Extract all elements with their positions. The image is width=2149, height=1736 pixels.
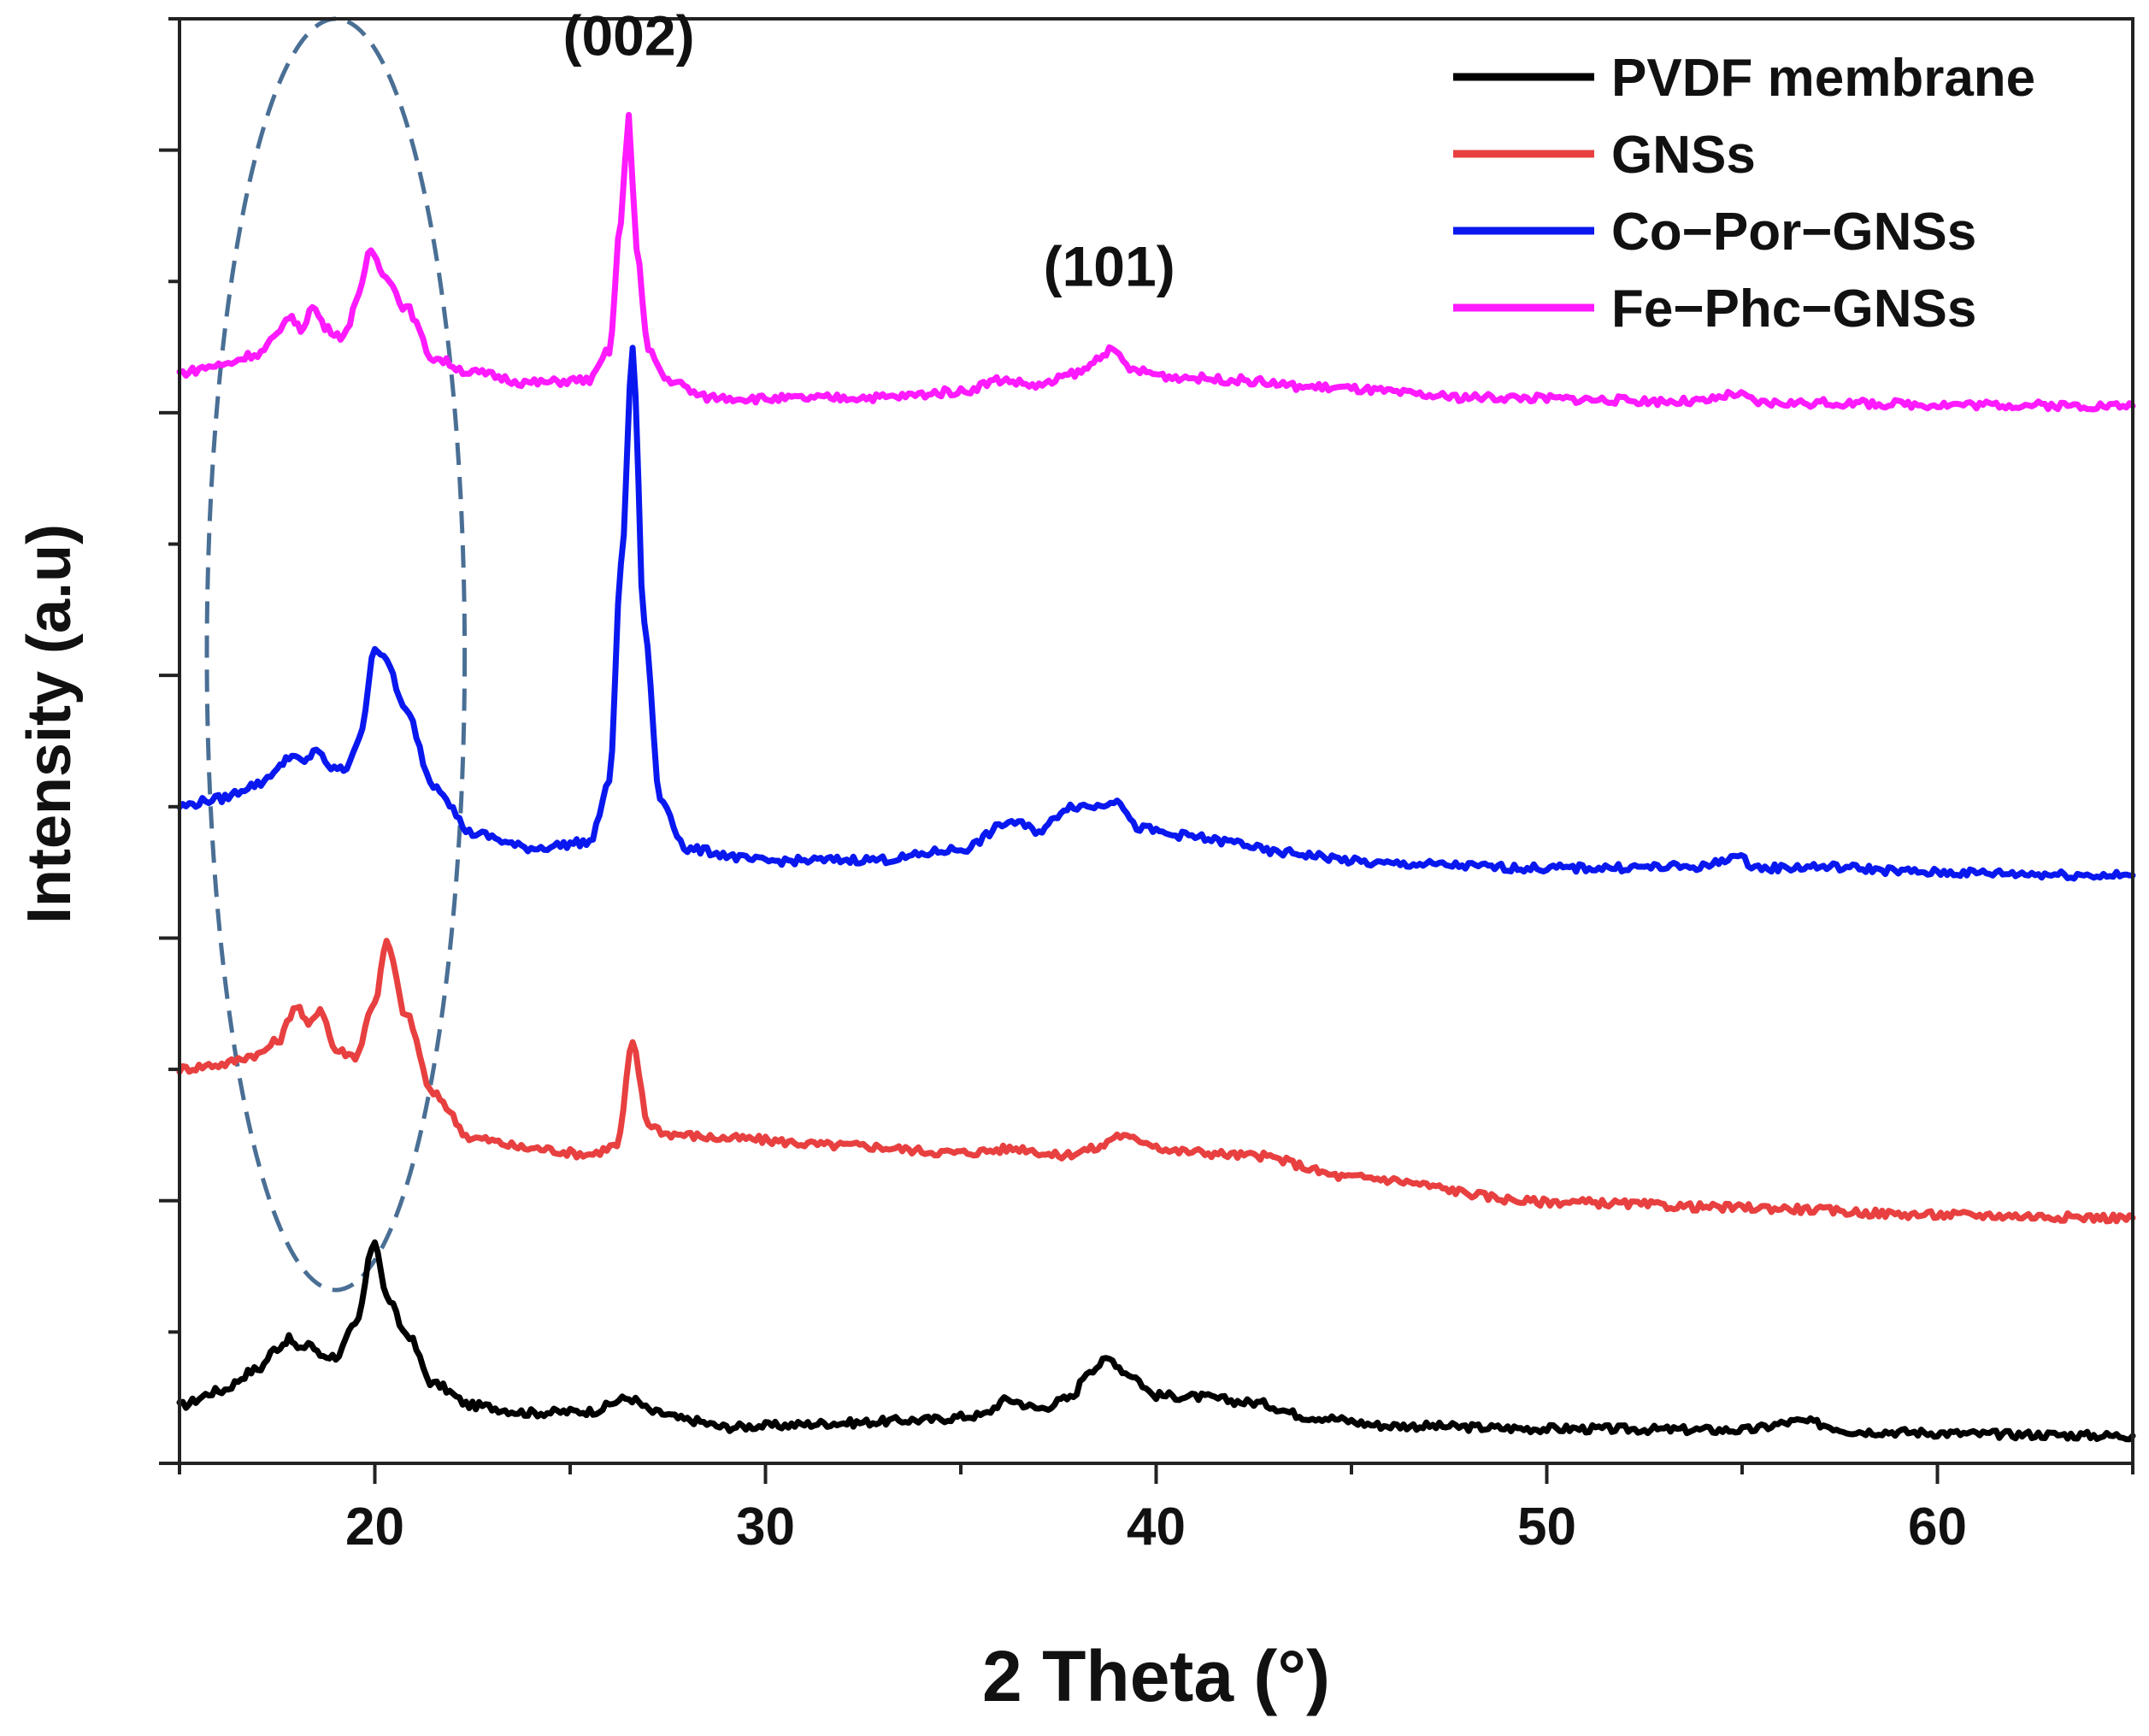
series-line-4 [176, 111, 2136, 413]
x-tick-label: 40 [1127, 1498, 1186, 1557]
highlight-ellipse [204, 16, 468, 1292]
highlight-ellipse-layer [204, 16, 468, 1292]
x-ticks: 20 30 40 50 60 [178, 1463, 2134, 1557]
peak-annotation: (101) [1044, 235, 1175, 298]
legend-label: Fe−Phc−GNSs [1611, 280, 1976, 338]
series-line-3 [176, 344, 2136, 882]
legend: PVDF membrane GNSs Co−Por−GNSs Fe−Phc−GNSs [1453, 49, 2035, 338]
x-tick-label: 50 [1517, 1498, 1576, 1557]
y-ticks [159, 17, 180, 1465]
legend-label: PVDF membrane [1611, 49, 2035, 108]
x-tick-label: 20 [345, 1498, 404, 1557]
x-tick-label: 60 [1908, 1498, 1967, 1557]
series-line-2 [176, 938, 2136, 1225]
legend-label: Co−Por−GNSs [1611, 203, 1976, 262]
x-axis-title: 2 Theta (°) [982, 1636, 1330, 1716]
series-line-1 [176, 1239, 2136, 1443]
peak-annotations: (002) (101) [563, 3, 1175, 297]
series-layer [176, 111, 2136, 1443]
peak-annotation: (002) [563, 3, 695, 67]
legend-label: GNSs [1611, 126, 1756, 185]
y-axis-title: Intensity (a.u) [15, 524, 84, 924]
x-tick-label: 30 [736, 1498, 795, 1557]
